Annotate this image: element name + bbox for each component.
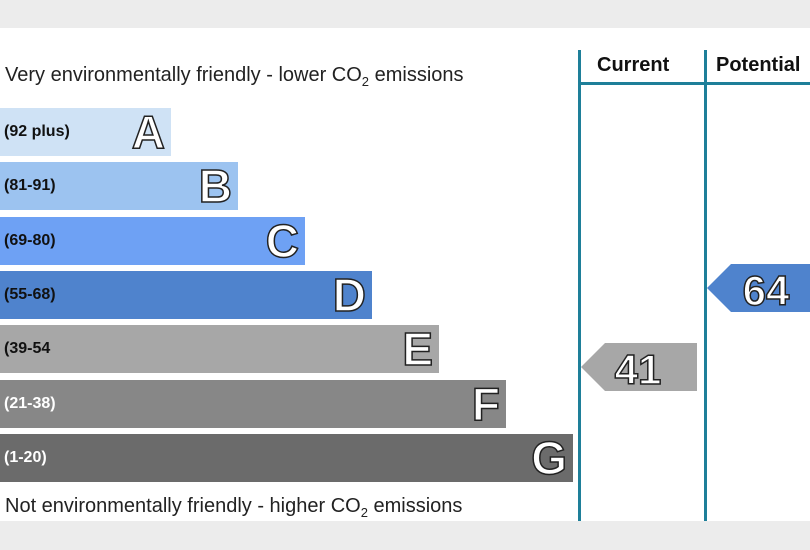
band-range-label: (92 plus) (4, 123, 70, 140)
band-range-label: (81-91) (4, 177, 56, 194)
potential-rating-value: 64 (743, 267, 790, 314)
band-g: (1-20) G (0, 432, 573, 484)
band-letter: F (471, 378, 501, 430)
band-letter: E (402, 323, 434, 375)
current-column-left-border (578, 50, 581, 521)
band-letter: D (332, 269, 367, 321)
band-c: (69-80) C (0, 215, 305, 267)
band-range-label: (21-38) (4, 395, 56, 412)
current-column-header: Current (597, 54, 670, 76)
potential-rating-arrow: 64 (707, 264, 810, 314)
band-letter: A (131, 106, 166, 158)
band-e: (39-54 E (0, 323, 439, 375)
current-rating-arrow: 41 (581, 343, 697, 393)
current-rating-value: 41 (615, 346, 662, 393)
column-header-underline (578, 82, 810, 85)
rating-chart: Very environmentally friendly - lower CO… (0, 28, 810, 521)
band-range-label: (1-20) (4, 449, 47, 466)
band-b: (81-91) B (0, 160, 238, 212)
potential-column-header: Potential (716, 54, 801, 76)
current-rating-arrow-shape (581, 343, 697, 391)
potential-rating-arrow-shape (707, 264, 810, 312)
band-range-label: (55-68) (4, 286, 56, 303)
band-letter: G (530, 432, 567, 484)
band-f: (21-38) F (0, 378, 506, 430)
band-a: (92 plus) A (0, 106, 171, 158)
bottom-caption: Not environmentally friendly - higher CO… (5, 495, 463, 520)
band-d: (55-68) D (0, 269, 372, 321)
band-letter: C (265, 215, 300, 267)
top-caption: Very environmentally friendly - lower CO… (5, 64, 464, 89)
band-range-label: (69-80) (4, 232, 56, 249)
band-letter: B (198, 160, 233, 212)
potential-column-left-border (704, 50, 707, 521)
band-range-label: (39-54 (4, 340, 51, 357)
